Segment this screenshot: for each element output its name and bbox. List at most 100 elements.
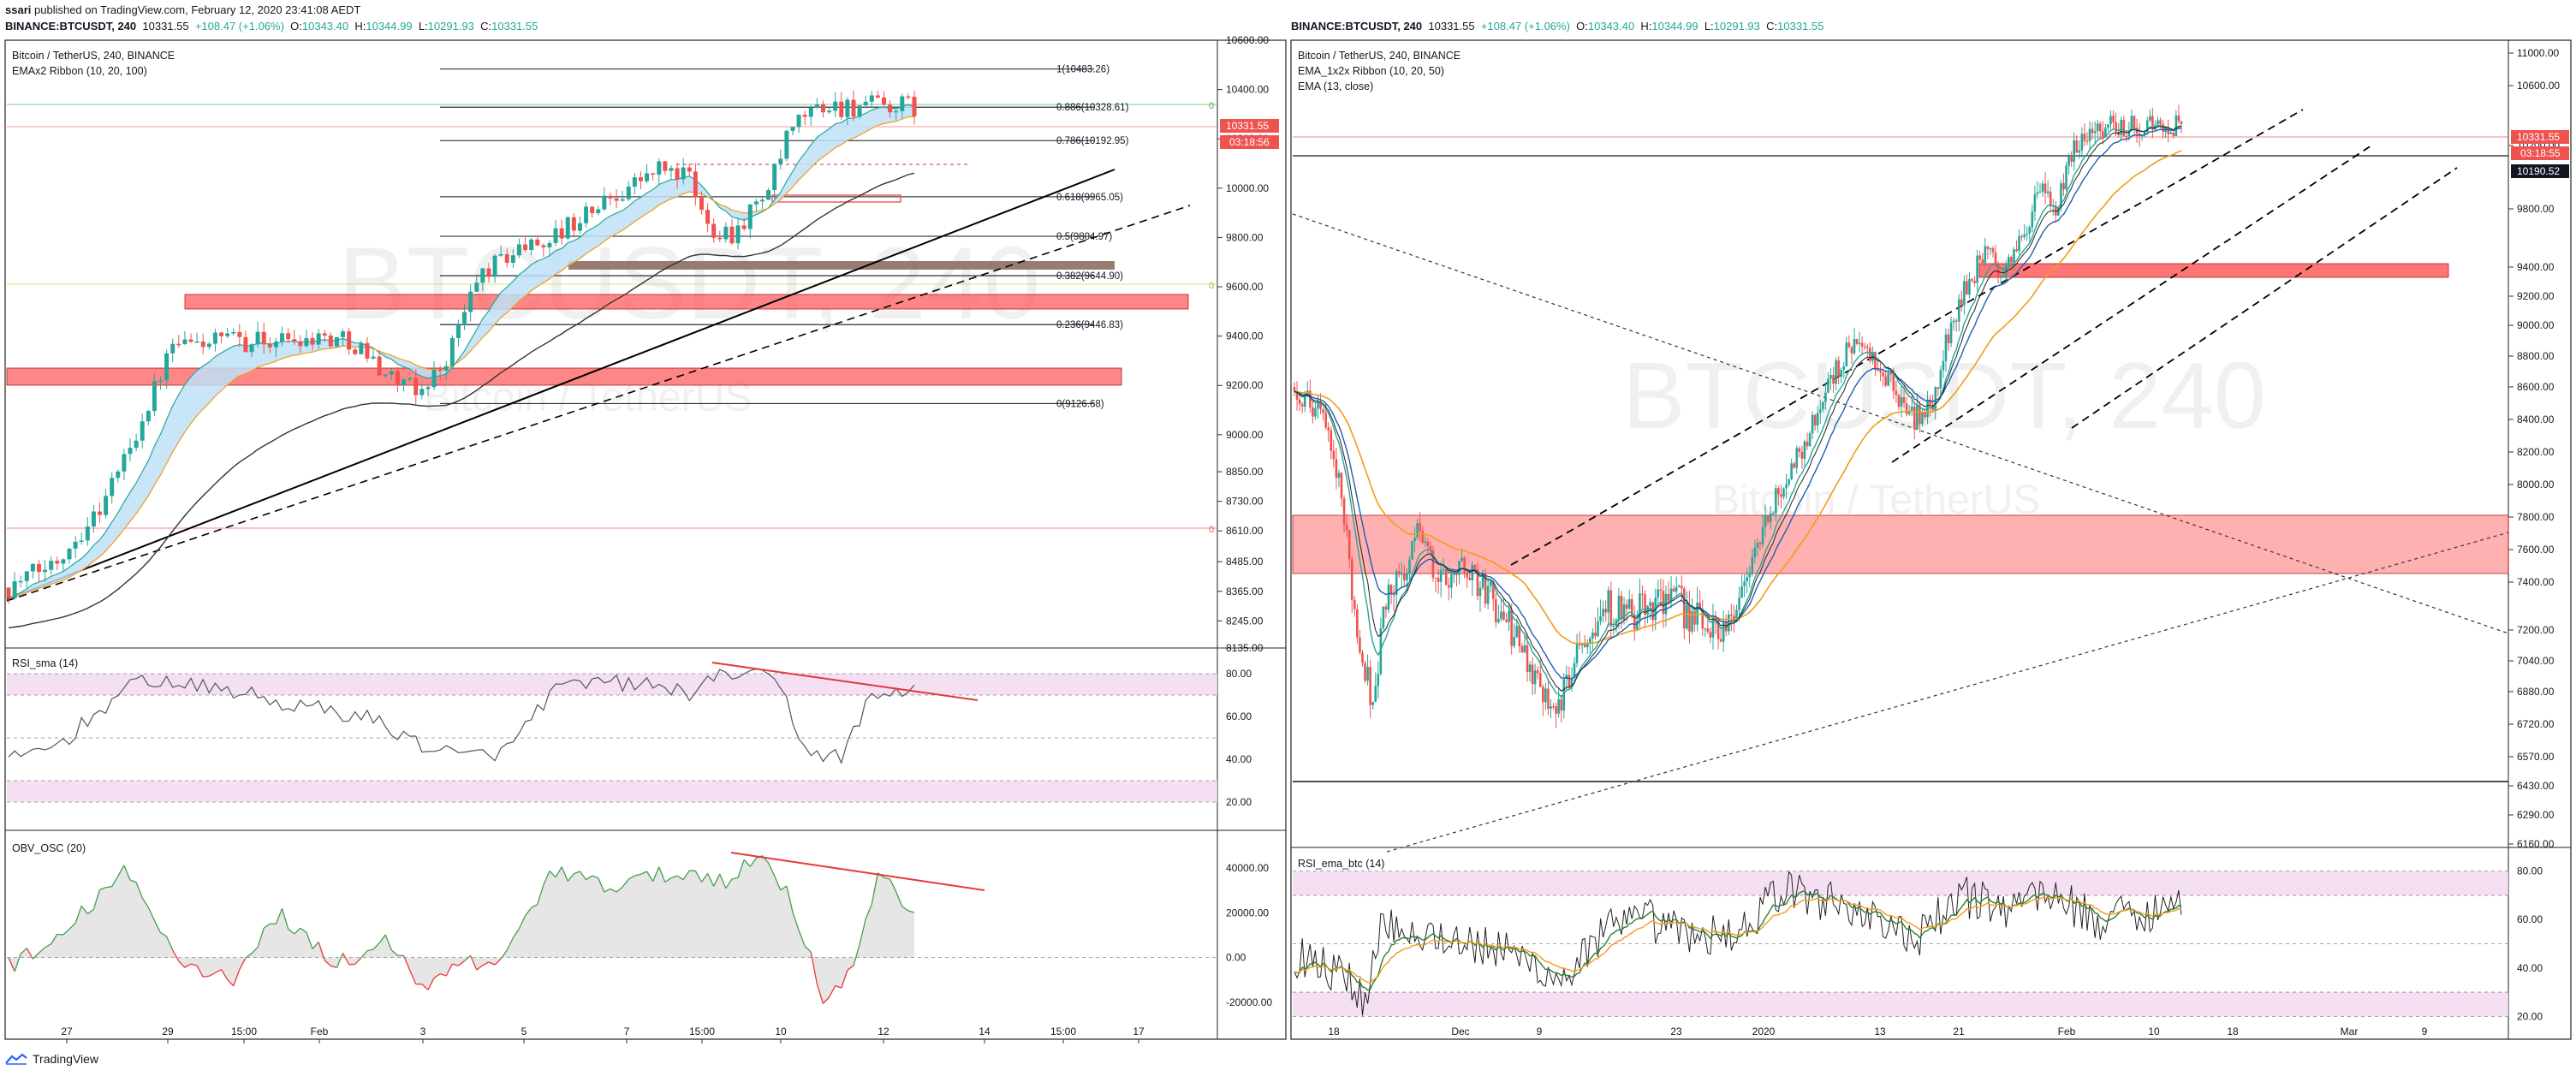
left-obv-segment xyxy=(706,873,715,887)
right-rsi-signal-orange xyxy=(1294,896,2182,984)
right-candle-body xyxy=(1413,538,1416,542)
right-candle-body xyxy=(2031,211,2034,228)
ticker-label-right[interactable]: BINANCE:BTCUSDT, 240 xyxy=(1291,20,1423,33)
left-obv-segment xyxy=(215,969,222,973)
left-obv-segment xyxy=(68,922,76,930)
right-indicator-1[interactable]: EMA_1x2x Ribbon (10, 20, 50) xyxy=(1298,65,1444,77)
right-candle-body xyxy=(1633,615,1636,630)
left-candle-body xyxy=(18,580,23,583)
left-candle-body xyxy=(55,561,60,564)
right-level-tag: 10190.52 xyxy=(2517,165,2560,177)
right-candle-body xyxy=(1758,543,1762,545)
left-obv-segment xyxy=(86,908,94,915)
left-obv-segment xyxy=(427,978,435,990)
left-rsi-label[interactable]: RSI_sma (14) xyxy=(12,657,79,669)
left-candle-body xyxy=(134,440,139,449)
author-name[interactable]: ssari xyxy=(5,3,32,16)
left-candle-body xyxy=(43,569,48,573)
right-title[interactable]: Bitcoin / TetherUS, 240, BINANCE xyxy=(1298,50,1461,62)
right-time-label-7: Feb xyxy=(2058,1025,2076,1037)
left-title[interactable]: Bitcoin / TetherUS, 240, BINANCE xyxy=(12,50,176,62)
left-candle-body xyxy=(681,167,686,180)
left-price-tick-8: 9000.00 xyxy=(1226,429,1264,441)
left-candle-body xyxy=(237,331,242,337)
right-candle-body xyxy=(1450,574,1453,588)
left-obv-segment xyxy=(622,878,629,888)
left-obv-segment xyxy=(482,961,490,966)
right-candle-body xyxy=(1657,589,1660,598)
right-candle-body xyxy=(1476,568,1479,597)
left-obv-segment xyxy=(312,941,319,949)
right-candle-body xyxy=(1491,581,1495,599)
left-indicator[interactable]: EMAx2 Ribbon (10, 20, 100) xyxy=(12,65,147,77)
right-candle-body xyxy=(2091,128,2094,134)
right-candle-body xyxy=(2078,150,2081,153)
right-candle-body xyxy=(1672,588,1675,592)
right-candle-body xyxy=(1675,586,1678,592)
left-candle-body xyxy=(894,110,899,113)
left-price-tick-9: 8850.00 xyxy=(1226,466,1264,478)
price-change-right: +108.47 (+1.06%) xyxy=(1480,20,1570,33)
left-obv-segment xyxy=(889,878,897,892)
right-candle-body xyxy=(1808,433,1812,447)
left-candle-body xyxy=(839,101,844,117)
right-candle-body xyxy=(2067,156,2070,166)
high-value: 10344.99 xyxy=(366,20,413,33)
left-time-label-6: 7 xyxy=(624,1025,630,1037)
left-candle-body xyxy=(699,197,704,211)
right-candle-body xyxy=(1842,366,1846,370)
left-price-tick-7: 9200.00 xyxy=(1226,379,1264,391)
left-consolidation-zone xyxy=(568,261,1115,270)
right-price-tick-6: 9000.00 xyxy=(2517,319,2555,331)
right-time-label-10: Mar xyxy=(2341,1025,2359,1037)
left-obv-segment xyxy=(8,957,15,972)
right-candle-body xyxy=(1434,577,1437,580)
left-candle-body xyxy=(286,333,291,340)
left-obv-segment xyxy=(555,866,562,878)
right-candle-body xyxy=(1547,688,1550,709)
right-rsi-label[interactable]: RSI_ema_btc (14) xyxy=(1298,858,1385,870)
left-obv-segment xyxy=(470,955,478,971)
right-candle-body xyxy=(1738,597,1740,610)
left-obv-segment xyxy=(141,897,149,908)
left-candle-body xyxy=(541,245,546,247)
left-zero-marker-2: 0 xyxy=(1209,281,1214,291)
right-candle-body xyxy=(1954,320,1958,322)
right-candle-body xyxy=(2174,115,2178,136)
right-candle-body xyxy=(1837,360,1840,377)
left-obv-label[interactable]: OBV_OSC (20) xyxy=(12,842,86,854)
right-candle-body xyxy=(1766,514,1770,523)
right-candle-body xyxy=(1949,322,1953,344)
left-obv-segment xyxy=(488,961,496,966)
c-label: C: xyxy=(480,20,492,33)
footer-brand[interactable]: TradingView xyxy=(5,1052,98,1066)
right-candle-body xyxy=(1688,604,1691,632)
ticker-label[interactable]: BINANCE:BTCUSDT, 240 xyxy=(5,20,137,33)
tradingview-logo-icon xyxy=(5,1053,27,1065)
left-obv-segment xyxy=(452,963,459,966)
left-candle-body xyxy=(61,559,66,564)
left-trendline-solid xyxy=(6,169,1115,600)
right-candle-body xyxy=(1575,643,1579,663)
right-candle-body xyxy=(1617,596,1621,621)
right-price-tick-17: 6880.00 xyxy=(2517,686,2555,698)
left-candle-body xyxy=(766,190,771,200)
right-candle-body xyxy=(1850,347,1853,354)
right-candle-body xyxy=(1439,570,1443,582)
left-obv-segment xyxy=(592,875,598,879)
open-value: 10343.40 xyxy=(301,20,349,33)
left-candle-body xyxy=(389,371,394,375)
right-rsi-tick-0: 80.00 xyxy=(2517,865,2543,877)
right-candle-body xyxy=(2026,233,2028,235)
left-obv-segment xyxy=(209,972,216,977)
right-candle-body xyxy=(1877,369,1879,372)
right-candle-body xyxy=(2151,116,2154,130)
right-candle-body xyxy=(1895,390,1898,395)
right-candle-body xyxy=(2098,123,2102,132)
right-indicator-2[interactable]: EMA (13, close) xyxy=(1298,80,1374,92)
left-obv-segment xyxy=(263,923,271,929)
left-obv-segment xyxy=(798,930,806,947)
right-candle-body xyxy=(1976,255,1978,283)
left-candle-body xyxy=(820,104,825,113)
